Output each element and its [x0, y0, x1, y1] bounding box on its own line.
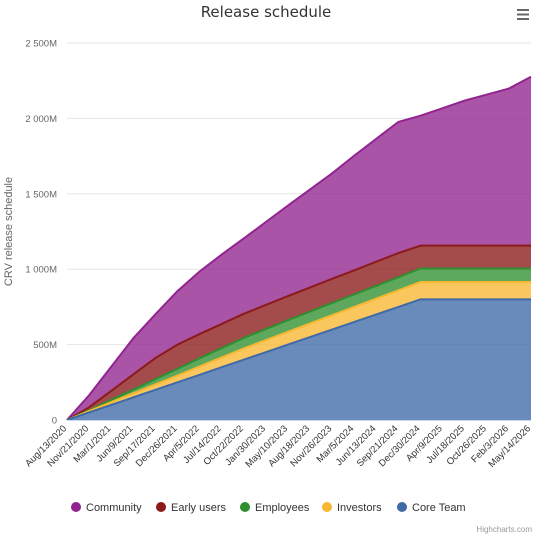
legend-item-employees[interactable]: Employees [240, 502, 310, 514]
line-community[interactable] [66, 75, 532, 421]
legend-item-community[interactable]: Community [71, 502, 142, 514]
y-tick-label: 2 500M [25, 39, 57, 50]
y-tick-label: 2 000M [25, 114, 57, 125]
y-axis-title: CRV release schedule [3, 177, 15, 286]
legend-label: Early users [171, 502, 227, 514]
area-community[interactable] [67, 76, 531, 420]
line-early-users[interactable] [66, 244, 531, 421]
hamburger-menu-icon [517, 9, 529, 20]
y-axis-tick-labels: 0 500M 1 000M 1 500M 2 000M 2 500M [25, 39, 57, 427]
legend-label: Community [86, 502, 142, 514]
y-tick-label: 1 000M [25, 265, 57, 276]
legend-marker [397, 502, 407, 512]
line-core-team[interactable] [66, 298, 531, 421]
plot-areas [66, 75, 532, 421]
credits[interactable]: Highcharts.com [476, 525, 532, 534]
legend: Community Early users Employees Investors Co… [71, 502, 466, 514]
line-investors[interactable] [66, 281, 531, 421]
area-investors[interactable] [67, 282, 531, 420]
legend-item-investors[interactable]: Investors [322, 502, 382, 514]
line-employees[interactable] [66, 267, 531, 421]
area-core-team[interactable] [67, 299, 531, 420]
chart-title: Release schedule [201, 3, 332, 21]
legend-marker [156, 502, 166, 512]
x-axis-tick-labels: Aug/13/2020Nov/21/2020Mar/1/2021Jun/9/20… [23, 423, 533, 470]
legend-item-early-users[interactable]: Early users [156, 502, 227, 514]
y-tick-label: 500M [33, 340, 57, 351]
area-early-users[interactable] [67, 245, 531, 420]
y-tick-label: 1 500M [25, 189, 57, 200]
legend-marker [322, 502, 332, 512]
legend-marker [71, 502, 81, 512]
legend-label: Core Team [412, 502, 466, 514]
legend-item-core-team[interactable]: Core Team [397, 502, 466, 514]
legend-label: Investors [337, 502, 382, 514]
y-tick-label: 0 [52, 416, 57, 427]
legend-marker [240, 502, 250, 512]
chart-menu-button[interactable] [513, 6, 533, 24]
legend-label: Employees [255, 502, 310, 514]
